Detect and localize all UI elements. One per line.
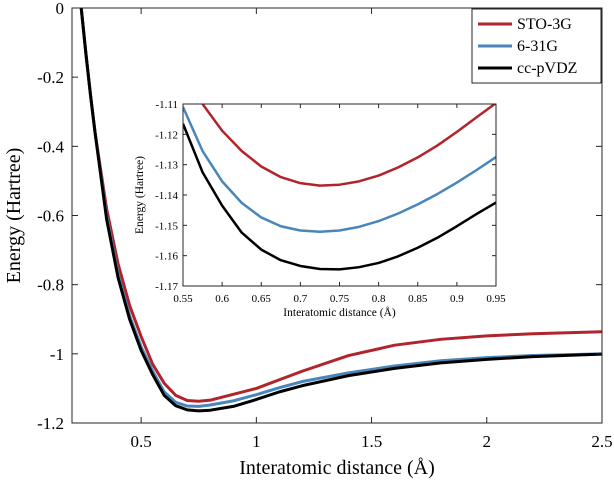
inset-y-tick-label: -1.16 (155, 251, 178, 263)
inset-x-tick-label: 0.85 (408, 293, 428, 305)
inset-series-line-6-31g (183, 106, 496, 233)
legend: STO-3G 6-31G cc-pVDZ (471, 8, 602, 84)
x-tick-label: 2.5 (591, 432, 612, 451)
y-tick-label: -0.8 (37, 276, 64, 295)
y-tick-label: -1.2 (37, 414, 64, 433)
x-tick-label: 1 (252, 432, 261, 451)
inset-y-tick-label: -1.15 (155, 220, 178, 232)
x-tick-label: 1.5 (361, 432, 382, 451)
inset-x-tick-label: 0.7 (294, 293, 308, 305)
inset-y-tick-label: -1.12 (155, 129, 178, 141)
inset-x-tick-label: 0.8 (372, 293, 386, 305)
series-line-cc-pvdz (79, 8, 602, 413)
inset-x-tick-label: 0.9 (450, 293, 464, 305)
inset-y-tick-label: -1.17 (155, 281, 178, 293)
inset-y-axis-label: Energy (Hartree) (134, 156, 146, 234)
y-axis-label: Energy (Hartree) (3, 148, 25, 284)
inset-series-line-cc-pvdz (183, 123, 496, 271)
legend-label-cc-pvdz: cc-pVDZ (517, 60, 577, 77)
y-tick-label: -0.4 (37, 137, 64, 156)
x-axis-label: Interatomic distance (Å) (239, 457, 434, 479)
x-tick-label: 2 (483, 432, 492, 451)
inset-x-axis-label: Interatomic distance (Å) (283, 305, 396, 319)
inset-y-tick-label: -1.14 (155, 190, 178, 202)
y-tick-label: -1 (50, 345, 64, 364)
y-tick-label: 0 (56, 0, 65, 18)
y-tick-label: -0.6 (37, 207, 64, 226)
inset-series-line-sto-3g (201, 104, 496, 187)
legend-label-sto-3g: STO-3G (517, 16, 572, 33)
legend-label-6-31g: 6-31G (517, 38, 558, 55)
inset-x-tick-label: 0.65 (252, 293, 272, 305)
inset-plot-background (183, 104, 496, 286)
inset-x-tick-label: 0.6 (215, 293, 229, 305)
y-tick-label: -0.2 (37, 68, 64, 87)
inset-y-tick-label: -1.13 (155, 160, 178, 172)
inset-y-tick-label: -1.11 (155, 99, 178, 111)
inset-x-tick-label: 0.95 (486, 293, 506, 305)
inset-x-tick-label: 0.55 (173, 293, 193, 305)
inset-plot: 0.55 0.6 0.65 0.7 0.75 0.8 0.85 0.9 0.95 -1.11 -1.… (134, 99, 506, 319)
x-tick-label: 0.5 (131, 432, 152, 451)
inset-x-tick-label: 0.75 (330, 293, 350, 305)
